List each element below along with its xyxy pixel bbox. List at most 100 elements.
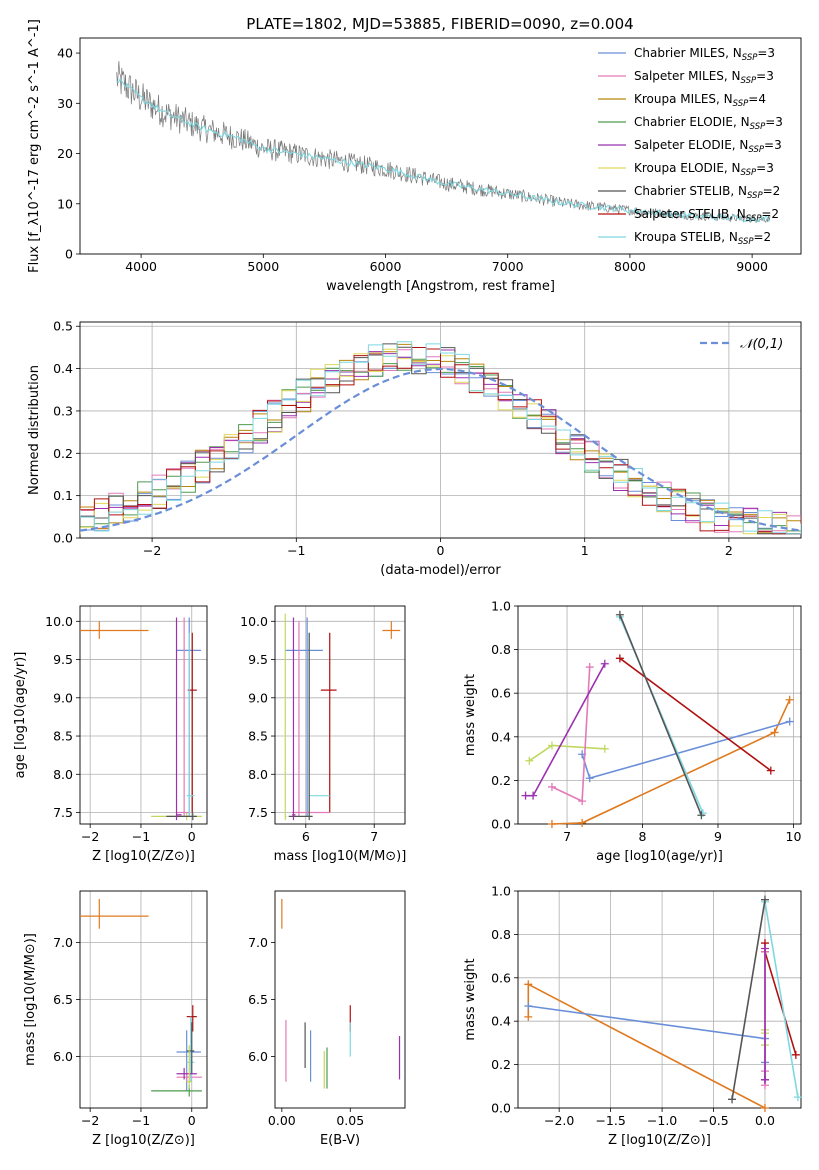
x-tick-label: −1 bbox=[287, 543, 305, 558]
legend-entry: Chabrier MILES, NSSP=3 bbox=[634, 46, 775, 63]
x-tick-label: −2 bbox=[81, 829, 99, 844]
x-tick-label: 6 bbox=[302, 829, 310, 844]
y-tick-label: 0.2 bbox=[491, 773, 511, 788]
Z_vs_age-points bbox=[80, 617, 202, 821]
x-tick-label: 8000 bbox=[614, 259, 646, 274]
y-tick-label: 0.5 bbox=[53, 319, 73, 334]
y-tick-label: 30 bbox=[57, 96, 73, 111]
y-tick-label: 9.0 bbox=[53, 690, 73, 705]
Z_vs_weight-ylabel: mass weight bbox=[463, 958, 478, 1040]
y-tick-label: 0.0 bbox=[491, 817, 511, 832]
y-tick-label: 20 bbox=[57, 146, 73, 161]
mass_vs_age-axes: 6 7 7.5 8.0 8.5 9.0 9.5 10.0 mass [log10(M/M⊙)] bbox=[240, 605, 407, 864]
weight-series-line bbox=[551, 699, 791, 825]
y-tick-label: 1.0 bbox=[491, 599, 511, 614]
weight-point-marker bbox=[760, 1075, 769, 1084]
Z_vs_age-ylabel: age [log10(age/yr)] bbox=[13, 652, 28, 779]
Z_vs_mass-ylabel: mass [log10(M/M⊙)] bbox=[23, 933, 38, 1066]
mass_vs_age-frame bbox=[274, 605, 406, 825]
weight-point-marker bbox=[525, 756, 534, 765]
y-tick-label: 9.5 bbox=[248, 652, 268, 667]
weight-point-marker bbox=[697, 811, 706, 820]
y-tick-label: 6.0 bbox=[248, 1049, 268, 1064]
Z_vs_weight-axes: −2.0 −1.5 −1.0 −0.5 0.0 0.0 0.2 0.4 0.6 0.8 1.0 Z [… bbox=[463, 884, 802, 1148]
residual-histograms bbox=[80, 341, 801, 535]
y-tick-label: 7.5 bbox=[248, 805, 268, 820]
weight-point-marker bbox=[785, 717, 794, 726]
model-spectrum bbox=[116, 77, 770, 223]
y-tick-label: 0.3 bbox=[53, 403, 73, 418]
legend-entry: Kroupa MILES, NSSP=4 bbox=[634, 92, 766, 109]
y-tick-label: 8.5 bbox=[248, 729, 268, 744]
weight-point-marker bbox=[766, 766, 775, 775]
x-tick-label: 9000 bbox=[736, 259, 768, 274]
residuals-axes: −2 −1 0 1 2 0.0 0.1 0.2 0.3 0.4 0.5 (data-model)/er… bbox=[27, 319, 802, 578]
weight-point-marker bbox=[615, 654, 624, 663]
x-tick-label: −2 bbox=[81, 1113, 99, 1128]
gaussian-curve bbox=[80, 367, 801, 532]
weight-point-marker bbox=[793, 1093, 802, 1102]
y-tick-label: 0.2 bbox=[491, 1057, 511, 1072]
y-tick-label: 0.8 bbox=[491, 927, 511, 942]
y-tick-label: 40 bbox=[57, 46, 73, 61]
weight-point-marker bbox=[615, 610, 624, 619]
x-tick-label: 7 bbox=[370, 829, 378, 844]
Z_vs_age-xlabel: Z [log10(Z/Z⊙)] bbox=[92, 849, 195, 864]
y-tick-label: 7.5 bbox=[53, 805, 73, 820]
legend-entry: Salpeter ELODIE, NSSP=3 bbox=[634, 138, 782, 155]
y-tick-label: 10 bbox=[57, 196, 73, 211]
weight-point-marker bbox=[547, 741, 556, 750]
residuals-frame bbox=[79, 321, 802, 539]
y-tick-label: 0.8 bbox=[491, 642, 511, 657]
x-tick-label: 0.0 bbox=[755, 1113, 775, 1128]
y-tick-label: 10.0 bbox=[240, 614, 268, 629]
x-tick-label: −1.0 bbox=[647, 1113, 677, 1128]
Z_vs_age-frame bbox=[79, 605, 208, 825]
legend-entry: Salpeter STELIB, NSSP=2 bbox=[634, 207, 779, 224]
residuals-xlabel: (data-model)/error bbox=[380, 563, 501, 578]
observed-spectrum bbox=[116, 60, 771, 224]
ebv_vs_mass-axes: 0.00 0.05 6.0 6.5 7.0 E(B-V) bbox=[248, 890, 406, 1148]
x-tick-label: 0 bbox=[437, 543, 445, 558]
mass_vs_age-xlabel: mass [log10(M/M⊙)] bbox=[274, 849, 407, 864]
legend-entry: Chabrier ELODIE, NSSP=3 bbox=[634, 115, 783, 132]
y-tick-label: 0.1 bbox=[53, 488, 73, 503]
weight-point-marker bbox=[578, 818, 587, 827]
gaussian-legend-label: 𝒩(0,1) bbox=[740, 337, 783, 352]
y-tick-label: 0.4 bbox=[53, 361, 73, 376]
y-tick-label: 0.4 bbox=[491, 1014, 511, 1029]
x-tick-label: −0.5 bbox=[698, 1113, 728, 1128]
x-tick-label: 10 bbox=[786, 829, 802, 844]
x-tick-label: 5000 bbox=[247, 259, 279, 274]
spectrum-axes: 4000 5000 6000 7000 8000 9000 0 10 20 30 40 wavelen… bbox=[27, 19, 802, 294]
weight-point-marker bbox=[529, 791, 538, 800]
weight-point-marker bbox=[521, 791, 530, 800]
weight-point-marker bbox=[578, 797, 587, 806]
figure-title: PLATE=1802, MJD=53885, FIBERID=0090, z=0… bbox=[246, 15, 633, 33]
weight-point-marker bbox=[770, 728, 779, 737]
weight-point-marker bbox=[524, 980, 533, 989]
x-tick-label: 7000 bbox=[492, 259, 524, 274]
age_vs_weight-series bbox=[521, 610, 794, 828]
x-tick-label: 9 bbox=[714, 829, 722, 844]
Z_vs_weight-series bbox=[524, 895, 802, 1112]
weight-point-marker bbox=[760, 895, 769, 904]
x-tick-label: 4000 bbox=[125, 259, 157, 274]
y-tick-label: 0.6 bbox=[491, 686, 511, 701]
ebv_vs_mass-frame bbox=[274, 890, 406, 1109]
y-tick-label: 10.0 bbox=[45, 614, 73, 629]
y-tick-label: 8.5 bbox=[53, 729, 73, 744]
x-tick-label: 0.05 bbox=[336, 1113, 364, 1128]
weight-point-marker bbox=[760, 944, 769, 953]
x-tick-label: −2.0 bbox=[544, 1113, 574, 1128]
weight-point-marker bbox=[785, 695, 794, 704]
y-tick-label: 8.0 bbox=[248, 767, 268, 782]
y-tick-label: 6.5 bbox=[53, 992, 73, 1007]
weight-series-line bbox=[764, 901, 799, 1098]
mass_vs_age-points bbox=[284, 613, 401, 821]
y-tick-label: 7.0 bbox=[53, 935, 73, 950]
x-tick-label: −1 bbox=[132, 1113, 150, 1128]
y-tick-label: 1.0 bbox=[491, 884, 511, 899]
spectrum-frame bbox=[79, 37, 802, 255]
